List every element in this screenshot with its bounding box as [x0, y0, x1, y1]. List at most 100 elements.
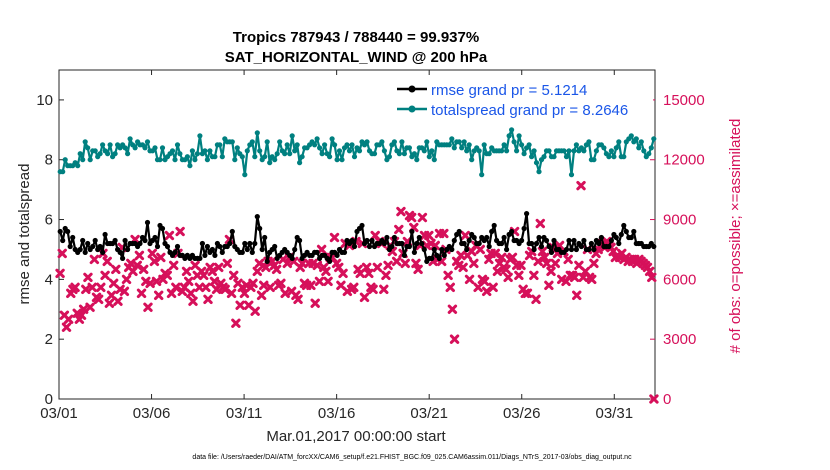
assimilated-point	[111, 264, 121, 275]
rmse-point	[499, 240, 505, 247]
rmse-point	[578, 243, 585, 250]
totalspread-point	[142, 145, 148, 151]
y-right-tick-label: 15000	[663, 92, 705, 109]
assimilated-point	[226, 288, 237, 299]
totalspread-point	[356, 148, 363, 154]
assimilated-point	[589, 258, 599, 269]
totalspread-point	[329, 136, 335, 142]
assimilated-point	[132, 260, 142, 271]
totalspread-point	[249, 139, 255, 145]
assimilated-point	[533, 256, 543, 267]
rmse-point	[616, 240, 622, 247]
rmse-point	[334, 252, 340, 258]
assimilated-point	[181, 266, 192, 277]
totalspread-point	[297, 160, 303, 166]
assimilated-point	[162, 270, 172, 281]
assimilated-point	[186, 288, 196, 299]
rmse-point	[264, 258, 270, 264]
rmse-point	[122, 237, 128, 244]
totalspread-point	[252, 154, 258, 160]
totalspread-point	[207, 148, 213, 154]
rmse-point	[504, 246, 510, 253]
totalspread-point	[636, 145, 642, 151]
assimilated-point	[381, 270, 391, 281]
totalspread-point	[456, 139, 462, 145]
assimilated-point	[542, 258, 552, 269]
totalspread-point	[242, 172, 248, 178]
totalspread-point	[172, 157, 178, 163]
totalspread-point	[254, 130, 260, 136]
x-tick-label: 03/06	[133, 405, 171, 422]
totalspread-point	[125, 151, 131, 157]
totalspread-point	[651, 136, 657, 142]
assimilated-point	[338, 268, 348, 279]
assimilated-point	[256, 290, 267, 301]
assimilated-point	[63, 314, 74, 324]
totalspread-point	[87, 157, 93, 163]
y-right-tick-label: 0	[663, 391, 671, 408]
assimilated-point	[201, 282, 211, 293]
totalspread-point	[516, 133, 522, 139]
totalspread-point	[299, 154, 305, 160]
rmse-point	[204, 243, 210, 250]
totalspread-point	[257, 148, 263, 154]
rmse-point	[85, 240, 91, 247]
totalspread-point	[628, 133, 634, 139]
totalspread-point	[504, 148, 510, 154]
rmse-point	[90, 243, 96, 250]
totalspread-point	[80, 157, 86, 163]
assimilated-point	[293, 294, 303, 305]
totalspread-point	[414, 157, 420, 163]
totalspread-point	[591, 157, 597, 163]
series-totalspread	[57, 127, 657, 178]
totalspread-point	[613, 145, 619, 151]
totalspread-point	[396, 151, 402, 157]
assimilated-point	[214, 262, 224, 273]
rmse-point	[197, 255, 203, 261]
assimilated-point	[199, 270, 209, 281]
totalspread-point	[461, 139, 467, 145]
totalspread-point	[264, 139, 270, 145]
rmse-point	[341, 249, 348, 255]
rmse-point	[391, 234, 397, 241]
totalspread-point	[526, 142, 532, 148]
rmse-point	[65, 228, 71, 235]
y-tick-label: 10	[36, 92, 53, 109]
totalspread-point	[92, 148, 98, 154]
rmse-point	[272, 243, 278, 250]
rmse-point	[120, 255, 126, 261]
assimilated-point	[138, 264, 149, 275]
assimilated-point	[546, 266, 556, 277]
rmse-point	[546, 243, 552, 250]
assimilated-point	[576, 180, 586, 191]
totalspread-point	[97, 151, 103, 157]
assimilated-point	[417, 212, 428, 223]
rmse-point	[202, 252, 208, 258]
series-rmse	[57, 211, 657, 264]
totalspread-point	[127, 136, 133, 142]
assimilated-point	[529, 270, 539, 281]
assimilated-point	[514, 270, 524, 281]
rmse-point	[292, 246, 298, 253]
rmse-point	[618, 231, 624, 238]
totalspread-point	[284, 142, 290, 148]
rmse-point	[414, 240, 420, 247]
x-tick-label: 03/01	[40, 405, 78, 422]
totalspread-point	[621, 154, 627, 160]
totalspread-point	[469, 157, 475, 163]
totalspread-point	[551, 154, 557, 160]
totalspread-point	[157, 157, 163, 163]
assimilated-point	[271, 264, 282, 275]
y-tick-label: 2	[45, 331, 53, 348]
rmse-point	[142, 237, 148, 244]
rmse-point	[536, 234, 542, 241]
totalspread-point	[371, 151, 378, 157]
totalspread-point	[546, 148, 552, 154]
rmse-point	[369, 237, 375, 244]
rmse-point	[351, 243, 358, 250]
assimilated-point	[321, 266, 331, 277]
totalspread-point	[152, 145, 158, 151]
totalspread-point	[244, 148, 250, 154]
rmse-point	[257, 225, 263, 232]
assimilated-point	[100, 270, 110, 281]
